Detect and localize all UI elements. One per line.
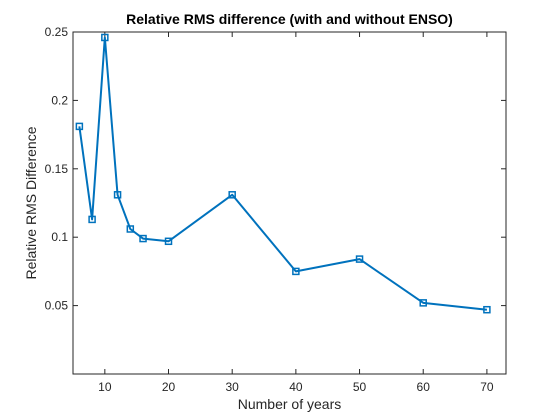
x-tick-label: 10 [98, 380, 112, 394]
data-point-marker [126, 225, 135, 233]
y-tick-label: 0.05 [45, 299, 69, 313]
y-axis-label: Relative RMS Difference [23, 126, 39, 279]
x-tick-label: 30 [226, 380, 240, 394]
data-point-marker [483, 305, 491, 314]
data-point-marker [164, 237, 173, 246]
data-point-marker [75, 122, 84, 131]
y-tick-label: 0.25 [45, 25, 69, 39]
y-tick-label: 0.2 [51, 93, 68, 107]
plot-area [72, 31, 507, 375]
data-point-marker [355, 255, 364, 263]
data-series [75, 33, 491, 314]
data-point-marker [101, 33, 109, 42]
x-tick-label: 40 [289, 380, 303, 394]
data-point-marker [292, 267, 300, 276]
data-point-marker [228, 191, 236, 199]
data-point-marker [419, 299, 427, 307]
y-axis-ticks: 0.05 0.1 0.15 0.2 0.25 [45, 25, 506, 313]
x-tick-label: 60 [417, 380, 431, 394]
y-tick-label: 0.1 [51, 230, 68, 244]
x-axis-label: Number of years [238, 396, 341, 412]
x-tick-label: 20 [162, 380, 176, 394]
x-tick-label: 50 [353, 380, 367, 394]
x-tick-label: 70 [480, 380, 494, 394]
y-tick-label: 0.15 [45, 162, 69, 176]
data-point-marker [113, 191, 122, 199]
chart-title: Relative RMS difference (with and withou… [126, 11, 453, 27]
series-line [78, 36, 488, 311]
data-point-marker [139, 234, 147, 243]
x-axis-ticks: 10 20 30 40 50 60 70 [98, 32, 494, 394]
data-point-marker [88, 215, 96, 224]
